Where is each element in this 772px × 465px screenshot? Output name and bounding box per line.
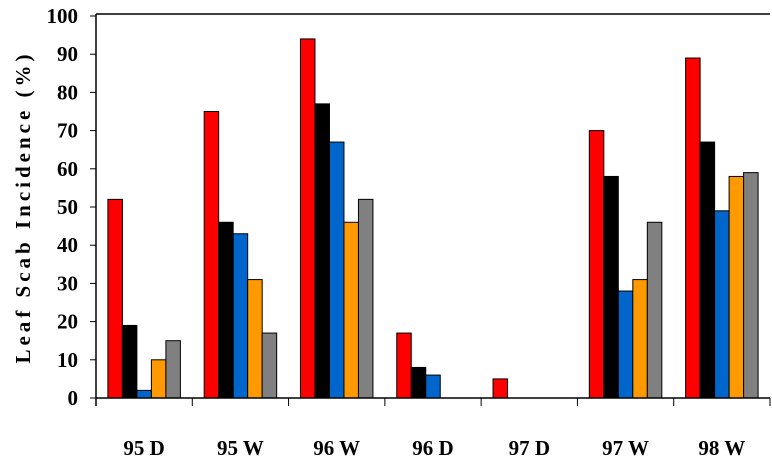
y-tick-label: 80 [57, 80, 78, 104]
bar-group [299, 38, 374, 399]
y-tick-label: 100 [47, 4, 79, 28]
bars-layer [107, 38, 759, 399]
bar [136, 389, 152, 399]
bar [699, 141, 716, 399]
bar [425, 374, 441, 399]
x-ticks: 95 D 95 W 96 W 96 D 97 D 97 W 98 W [123, 398, 771, 460]
bar [396, 332, 412, 399]
bar [357, 198, 374, 399]
y-tick-label: 60 [57, 157, 78, 181]
bar [121, 324, 138, 399]
y-tick-label: 0 [68, 386, 79, 410]
bar [714, 210, 730, 399]
bar-group [396, 332, 441, 399]
bar [218, 221, 234, 399]
y-axis-label: Leaf Scab Incidence (%) [11, 50, 35, 363]
y-tick-label: 40 [57, 233, 78, 257]
y-tick-label: 90 [57, 42, 78, 66]
bar [165, 340, 181, 399]
bar-group [203, 111, 278, 399]
y-tick-label: 30 [57, 271, 78, 295]
x-tick-label: 95 D [123, 436, 164, 460]
bar [328, 141, 345, 399]
bar [492, 378, 509, 399]
bar [232, 233, 249, 399]
bar [685, 57, 701, 399]
bar [588, 130, 605, 399]
y-tick-label: 20 [57, 310, 78, 334]
y-tick-label: 70 [57, 119, 78, 143]
bar [632, 279, 648, 399]
bar [410, 366, 427, 399]
bar [107, 198, 123, 399]
y-ticks: 0 10 20 30 40 50 60 70 80 90 100 [47, 4, 96, 410]
x-tick-label: 97 W [602, 436, 649, 460]
bar [343, 221, 359, 399]
bar-group [685, 57, 759, 399]
bar [314, 103, 330, 399]
bar-group [492, 378, 509, 399]
bar [299, 38, 316, 399]
bar [617, 290, 634, 399]
bar [261, 332, 278, 399]
y-tick-label: 10 [57, 348, 78, 372]
bar [646, 221, 663, 399]
bar-group [588, 130, 663, 399]
bar [247, 279, 263, 399]
axes-layer [95, 13, 770, 406]
x-tick-label: 95 W [217, 436, 264, 460]
x-tick-label: 98 W [698, 436, 745, 460]
bar-group [107, 198, 181, 399]
bar [743, 172, 759, 399]
x-tick-label: 97 D [509, 436, 550, 460]
bar [728, 175, 745, 399]
x-tick-label: 96 W [313, 436, 360, 460]
bar [603, 175, 619, 399]
bar [203, 111, 220, 399]
x-tick-label: 96 D [412, 436, 453, 460]
bar [150, 359, 167, 399]
y-tick-label: 50 [57, 195, 78, 219]
